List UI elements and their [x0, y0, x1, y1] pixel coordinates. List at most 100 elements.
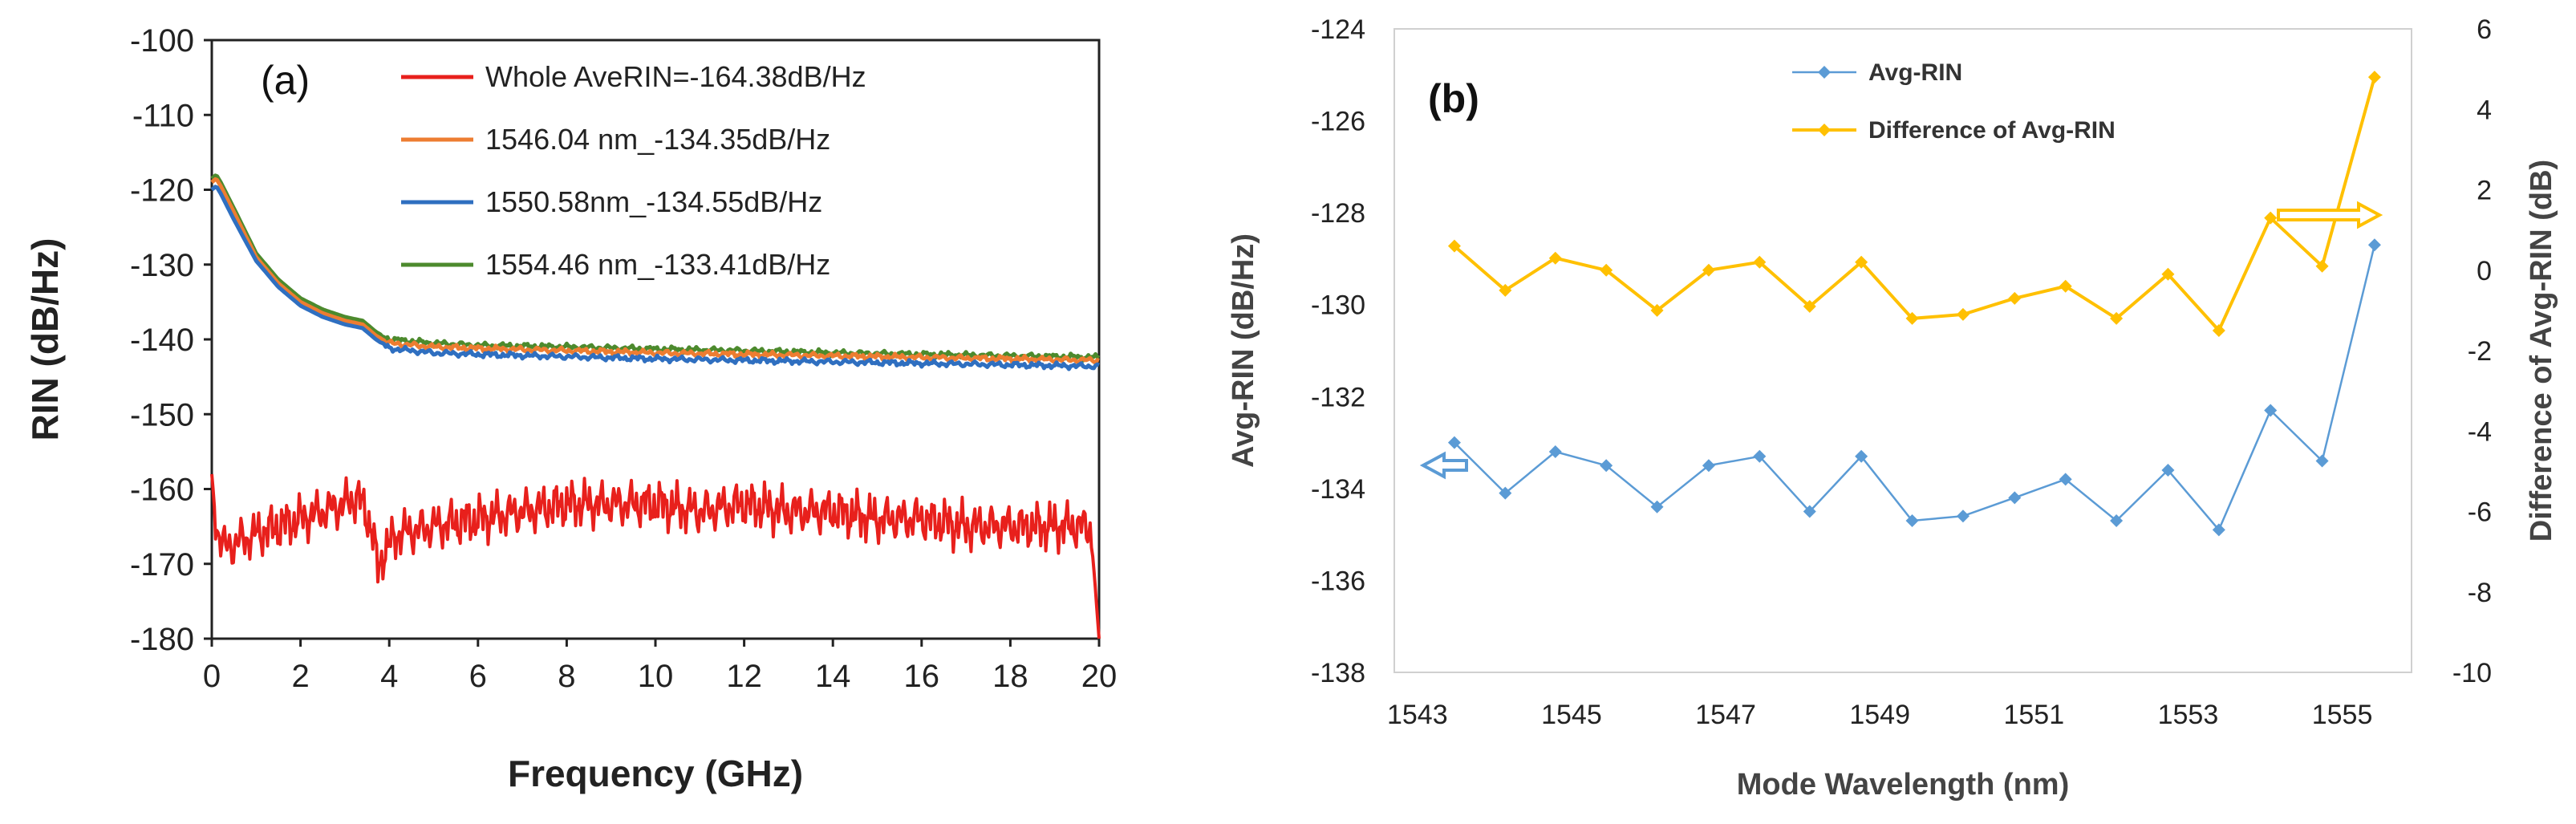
- b-y2tick-label: 0: [2477, 256, 2492, 286]
- panel-b-chart: -124 -126 -128 -130 -132 -134 -136 -138 6 4 2 0 -2 -…: [1227, 14, 2558, 802]
- b-data-point: [1447, 436, 1461, 449]
- panel-a-legend: Whole AveRIN=-164.38dB/Hz 1546.04 nm_-134…: [401, 60, 866, 281]
- b-data-point: [1600, 263, 1613, 277]
- b-ytick-label: -130: [1311, 290, 1365, 321]
- b-data-point: [2161, 267, 2175, 281]
- a-series-line: [210, 473, 1101, 639]
- a-ytick-label: -160: [130, 473, 194, 508]
- b-data-point: [1905, 513, 1919, 527]
- b-legend-marker: [1818, 124, 1831, 136]
- panel-b-y2label: Difference of Avg-RIN (dB): [2525, 160, 2558, 542]
- b-xtick-label: 1555: [2312, 700, 2373, 730]
- b-data-point: [2059, 473, 2072, 486]
- panel-b-ylabel: Avg-RIN (dB/Hz): [1227, 233, 1260, 468]
- b-xtick-label: 1549: [1849, 700, 1910, 730]
- b-data-point: [1447, 239, 1461, 253]
- panel-a-xlabel: Frequency (GHz): [508, 753, 803, 794]
- b-data-point: [1855, 255, 1868, 269]
- b-data-point: [1650, 500, 1664, 513]
- b-data-point: [2212, 523, 2225, 537]
- b-data-point: [2110, 311, 2124, 325]
- right-arrow-icon: [2277, 201, 2383, 229]
- a-xtick-label: 18: [992, 659, 1028, 694]
- b-xtick-label: 1551: [2003, 700, 2064, 730]
- a-series-line: [210, 185, 1100, 371]
- a-xtick-label: 6: [469, 659, 487, 694]
- b-data-point: [2161, 463, 2175, 477]
- a-ytick-label: -130: [130, 248, 194, 283]
- b-data-point: [2110, 513, 2124, 527]
- b-data-point: [2315, 259, 2329, 273]
- a-xtick-label: 20: [1081, 659, 1118, 694]
- b-data-point: [2059, 279, 2072, 293]
- panel-b-legend: Avg-RIN Difference of Avg-RIN: [1792, 59, 2116, 144]
- b-xtick-label: 1545: [1541, 700, 1602, 730]
- b-data-point: [1600, 459, 1613, 473]
- b-y2tick-label: -4: [2468, 416, 2492, 447]
- b-xtick-label: 1553: [2158, 700, 2219, 730]
- b-data-point: [1753, 255, 1767, 269]
- b-legend-marker: [1818, 66, 1831, 79]
- b-xtick-label: 1547: [1695, 700, 1756, 730]
- b-xtick-label: 1543: [1387, 700, 1448, 730]
- a-ytick-label: -150: [130, 397, 194, 432]
- b-ytick-label: -138: [1311, 658, 1365, 688]
- b-data-point: [2264, 211, 2278, 225]
- b-data-point: [2367, 238, 2381, 252]
- b-y2tick-label: 2: [2477, 176, 2492, 206]
- b-data-point: [1956, 307, 1970, 321]
- b-data-point: [1499, 283, 1512, 297]
- panel-b-label: (b): [1428, 76, 1479, 121]
- a-ytick-label: -100: [130, 23, 194, 59]
- b-data-point: [2212, 323, 2225, 337]
- a-xtick-label: 2: [291, 659, 309, 694]
- b-data-point: [1499, 486, 1512, 500]
- b-data-point: [2008, 291, 2022, 305]
- panel-b-xlabel: Mode Wavelength (nm): [1737, 768, 2069, 802]
- b-data-point: [1548, 445, 1562, 459]
- a-xtick-label: 16: [904, 659, 940, 694]
- panel-a-chart: -100 -110 -120 -130 -140 -150 -160 -170 -180 0 2 4…: [24, 23, 1117, 794]
- a-legend-label: 1550.58nm_-134.55dB/Hz: [485, 185, 822, 218]
- b-data-point: [1905, 311, 1919, 325]
- b-y2tick-label: -10: [2452, 658, 2492, 688]
- a-ytick-label: -180: [130, 622, 194, 657]
- b-y2tick-label: -8: [2468, 578, 2492, 608]
- b-data-point: [1650, 303, 1664, 317]
- b-legend-label: Avg-RIN: [1868, 59, 1962, 86]
- b-data-point: [1548, 251, 1562, 265]
- panel-a-label: (a): [261, 58, 310, 103]
- a-series-line: [210, 173, 1101, 363]
- b-data-point: [1702, 459, 1715, 473]
- b-data-point: [1753, 449, 1767, 463]
- b-series-line: [1454, 244, 2376, 532]
- a-xtick-label: 14: [815, 659, 851, 694]
- b-data-point: [1803, 299, 1816, 313]
- panel-a-ylabel: RIN (dB/Hz): [24, 238, 66, 441]
- b-y2tick-label: 4: [2477, 95, 2492, 125]
- a-xtick-label: 4: [380, 659, 398, 694]
- b-data-point: [1803, 505, 1816, 518]
- a-legend-label: Whole AveRIN=-164.38dB/Hz: [485, 60, 866, 93]
- b-legend-label: Difference of Avg-RIN: [1868, 117, 2116, 144]
- b-series-line: [1453, 76, 2376, 334]
- b-y2tick-label: -6: [2468, 497, 2492, 528]
- b-ytick-label: -132: [1311, 382, 1365, 412]
- panel-b-plot-frame: [1393, 28, 2412, 673]
- b-y2tick-label: 6: [2477, 14, 2492, 45]
- b-data-point: [2367, 71, 2381, 84]
- left-arrow-icon: [1419, 451, 1468, 480]
- a-legend-label: 1554.46 nm_-133.41dB/Hz: [485, 248, 830, 281]
- a-xtick-label: 12: [726, 659, 762, 694]
- b-y2tick-label: -2: [2468, 336, 2492, 367]
- a-xtick-label: 8: [558, 659, 575, 694]
- a-xtick-label: 0: [203, 659, 221, 694]
- b-data-point: [2008, 491, 2022, 505]
- a-ytick-label: -120: [130, 173, 194, 209]
- b-ytick-label: -128: [1311, 198, 1365, 229]
- b-data-point: [2264, 404, 2278, 417]
- b-ytick-label: -126: [1311, 107, 1365, 137]
- a-xtick-label: 10: [638, 659, 674, 694]
- a-ytick-label: -110: [132, 98, 194, 133]
